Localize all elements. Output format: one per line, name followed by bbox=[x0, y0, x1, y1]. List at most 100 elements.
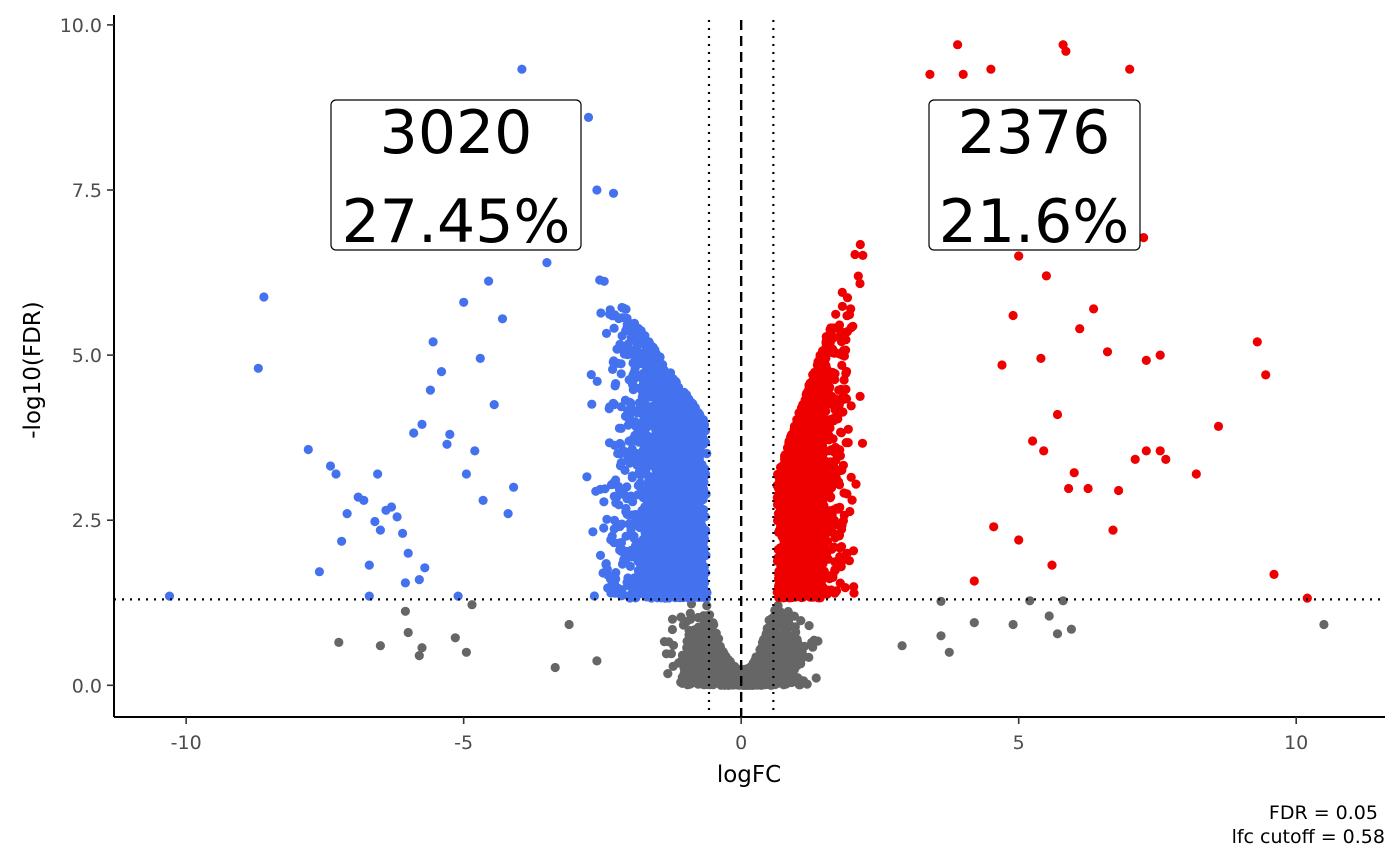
down-point bbox=[628, 585, 638, 596]
ns-point bbox=[781, 677, 791, 687]
down-point bbox=[637, 406, 647, 416]
down-point bbox=[624, 344, 634, 354]
down-point bbox=[392, 512, 402, 522]
ns-point bbox=[706, 661, 716, 671]
down-point bbox=[611, 498, 621, 508]
down-point bbox=[627, 493, 637, 503]
down-point bbox=[664, 524, 674, 534]
ns-point bbox=[699, 652, 709, 663]
down-point bbox=[632, 353, 642, 363]
ns-point bbox=[757, 648, 767, 658]
down-point bbox=[253, 363, 263, 373]
down-point bbox=[688, 412, 698, 423]
down-point bbox=[428, 337, 438, 347]
down-point bbox=[641, 578, 651, 588]
ns-point bbox=[799, 641, 810, 652]
down-point bbox=[636, 418, 646, 428]
down-point bbox=[629, 433, 639, 443]
down-point bbox=[701, 550, 711, 561]
down-point bbox=[342, 508, 352, 519]
down-point bbox=[629, 573, 640, 583]
down-point bbox=[680, 447, 690, 457]
down-point bbox=[642, 462, 652, 472]
down-point bbox=[164, 591, 175, 601]
ns-point bbox=[694, 678, 704, 688]
down-point bbox=[662, 488, 672, 498]
down-point bbox=[364, 560, 374, 570]
down-point bbox=[683, 420, 694, 430]
down-point bbox=[425, 385, 435, 395]
down-point bbox=[604, 404, 614, 414]
down-point bbox=[677, 584, 687, 594]
down-point bbox=[604, 438, 615, 448]
ns-point bbox=[1319, 619, 1329, 630]
down-point bbox=[595, 550, 606, 561]
down-point bbox=[686, 493, 696, 504]
down-point bbox=[621, 531, 631, 541]
ns-point bbox=[400, 606, 410, 616]
ns-point bbox=[729, 675, 740, 685]
down-point bbox=[673, 470, 683, 480]
down-point bbox=[691, 440, 701, 450]
ns-point bbox=[1044, 611, 1054, 621]
down-point bbox=[627, 445, 637, 456]
ns-point bbox=[742, 670, 752, 680]
down-point bbox=[662, 476, 672, 486]
down-point bbox=[582, 472, 592, 482]
down-point bbox=[398, 528, 408, 539]
down-point bbox=[694, 455, 705, 465]
down-point bbox=[659, 512, 669, 522]
ns-point bbox=[774, 612, 784, 622]
ns-point bbox=[690, 669, 700, 679]
down-point bbox=[684, 485, 694, 495]
down-point bbox=[436, 367, 447, 377]
ns-point bbox=[682, 643, 692, 653]
down-point bbox=[699, 534, 709, 544]
down-point bbox=[645, 339, 655, 349]
down-point bbox=[420, 563, 430, 573]
down-point bbox=[672, 458, 682, 468]
down-point bbox=[609, 323, 619, 333]
down-point bbox=[628, 418, 638, 428]
down-point bbox=[417, 419, 427, 429]
down-point bbox=[517, 64, 527, 74]
down-point bbox=[690, 580, 700, 590]
down-point bbox=[675, 501, 685, 511]
down-point bbox=[542, 258, 552, 268]
down-point bbox=[646, 381, 656, 391]
down-point bbox=[616, 537, 627, 548]
ns-point bbox=[677, 672, 687, 682]
down-point bbox=[645, 442, 655, 452]
down-point bbox=[588, 527, 598, 537]
ns-point bbox=[897, 641, 907, 651]
down-point bbox=[638, 387, 648, 397]
down-point bbox=[680, 565, 691, 575]
ns-point bbox=[661, 649, 672, 659]
ns-point bbox=[667, 624, 678, 635]
ns-point bbox=[804, 621, 814, 631]
down-point bbox=[616, 402, 626, 412]
down-point bbox=[373, 469, 383, 479]
ns-point bbox=[467, 600, 477, 610]
down-point bbox=[668, 429, 678, 439]
down-point bbox=[678, 414, 688, 424]
down-point bbox=[622, 482, 632, 492]
down-point bbox=[647, 590, 658, 600]
down-point bbox=[503, 508, 513, 519]
down-point bbox=[609, 579, 620, 589]
down-point bbox=[497, 314, 508, 324]
down-point bbox=[638, 368, 649, 378]
ns-point bbox=[808, 642, 818, 652]
down-point bbox=[656, 525, 666, 535]
ns-point bbox=[691, 642, 702, 653]
down-point bbox=[359, 495, 369, 505]
down-point bbox=[667, 409, 677, 419]
down-point bbox=[636, 560, 646, 571]
down-point bbox=[461, 469, 471, 479]
down-point bbox=[325, 461, 336, 471]
ns-point bbox=[969, 618, 979, 628]
down-point bbox=[679, 456, 689, 466]
down-point bbox=[664, 466, 675, 476]
down-point bbox=[687, 557, 697, 567]
